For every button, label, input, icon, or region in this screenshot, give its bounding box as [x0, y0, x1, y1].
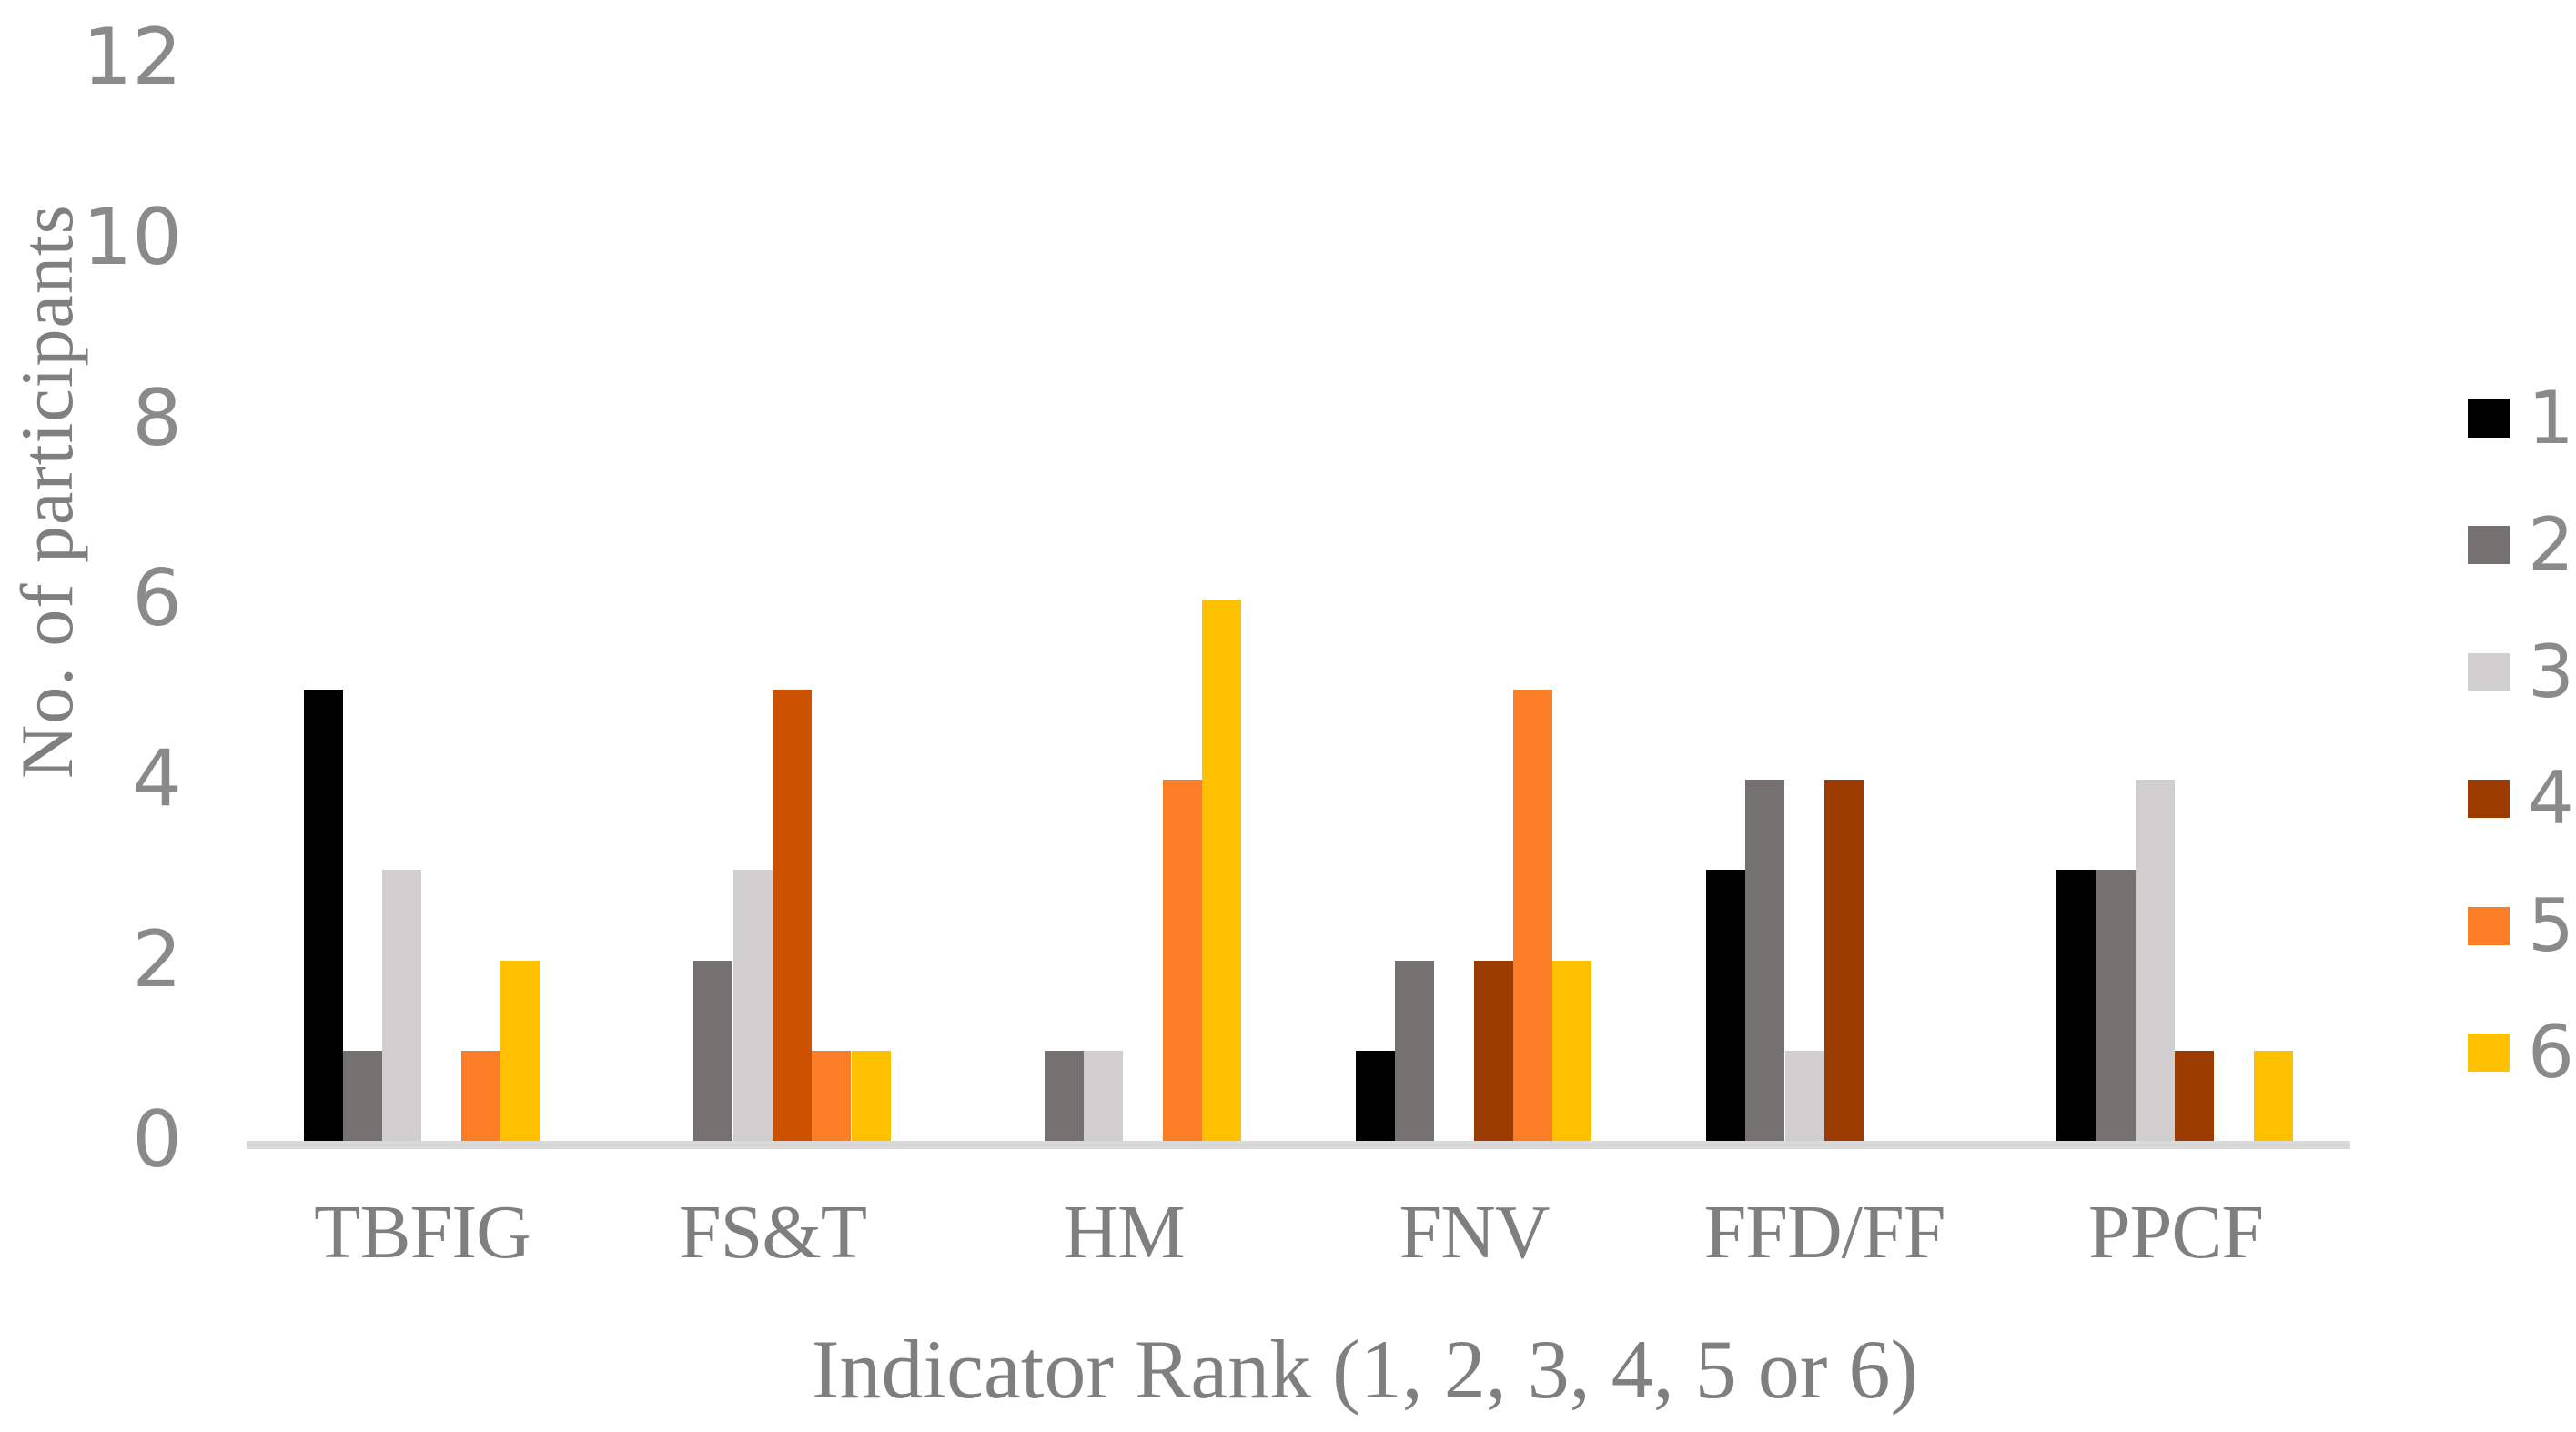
category-label-FFDFF: FFD/FF	[1703, 1190, 1946, 1275]
bar-FFDFF-rank4	[1824, 780, 1864, 1141]
y-tick-label-4: 4	[132, 733, 182, 825]
bar-FNV-rank2	[1395, 961, 1434, 1141]
bar-FNV-rank1	[1356, 1051, 1395, 1141]
y-tick-label-0: 0	[132, 1094, 182, 1185]
x-axis-title: Indicator Rank (1, 2, 3, 4, 5 or 6)	[811, 1323, 1919, 1416]
bar-FNV-rank5	[1513, 690, 1552, 1141]
y-tick-label-6: 6	[132, 552, 182, 644]
bar-FFDFF-rank3	[1785, 1051, 1824, 1141]
bar-PPCF-rank1	[2056, 870, 2096, 1141]
category-label-TBFIG: TBFIG	[314, 1190, 531, 1275]
category-label-FNV: FNV	[1399, 1190, 1550, 1275]
bar-FFDFF-rank1	[1706, 870, 1745, 1141]
legend-label-5: 5	[2528, 883, 2574, 968]
x-axis-line	[247, 1141, 2350, 1149]
bar-TBFIG-rank3	[382, 870, 421, 1141]
bar-FST-rank5	[812, 1051, 851, 1141]
bar-TBFIG-rank2	[343, 1051, 382, 1141]
bar-FFDFF-rank2	[1745, 780, 1784, 1141]
bar-FNV-rank4	[1474, 961, 1513, 1141]
bar-PPCF-rank3	[2136, 780, 2175, 1141]
bar-HM-rank3	[1084, 1051, 1123, 1141]
legend-swatch-2	[2468, 526, 2510, 564]
category-label-HM: HM	[1063, 1190, 1185, 1275]
y-tick-label-8: 8	[132, 372, 182, 464]
legend-label-2: 2	[2528, 502, 2574, 587]
legend-swatch-1	[2468, 399, 2510, 438]
bar-PPCF-rank4	[2175, 1051, 2214, 1141]
category-label-PPCF: PPCF	[2087, 1190, 2264, 1275]
legend-swatch-3	[2468, 653, 2510, 691]
bar-TBFIG-rank6	[500, 961, 540, 1141]
legend-swatch-4	[2468, 780, 2510, 818]
bar-PPCF-rank2	[2096, 870, 2136, 1141]
y-tick-label-2: 2	[132, 913, 182, 1005]
y-tick-label-12: 12	[82, 11, 182, 103]
legend-label-4: 4	[2528, 756, 2574, 841]
y-tick-label-10: 10	[82, 192, 182, 284]
category-label-FST: FS&T	[678, 1190, 867, 1275]
bar-FNV-rank6	[1552, 961, 1591, 1141]
legend-label-3: 3	[2528, 630, 2574, 714]
bar-TBFIG-rank1	[304, 690, 343, 1141]
bar-TBFIG-rank5	[461, 1051, 500, 1141]
bar-FST-rank3	[733, 870, 773, 1141]
bar-PPCF-rank6	[2254, 1051, 2293, 1141]
bar-HM-rank2	[1045, 1051, 1084, 1141]
bar-FST-rank2	[693, 961, 732, 1141]
bar-FST-rank6	[852, 1051, 891, 1141]
legend-swatch-5	[2468, 907, 2510, 945]
legend-label-1: 1	[2528, 376, 2574, 460]
bar-HM-rank6	[1202, 600, 1241, 1141]
bar-FST-rank4	[773, 690, 812, 1141]
legend-swatch-6	[2468, 1034, 2510, 1072]
bar-HM-rank5	[1163, 780, 1202, 1141]
legend-label-6: 6	[2528, 1010, 2574, 1094]
